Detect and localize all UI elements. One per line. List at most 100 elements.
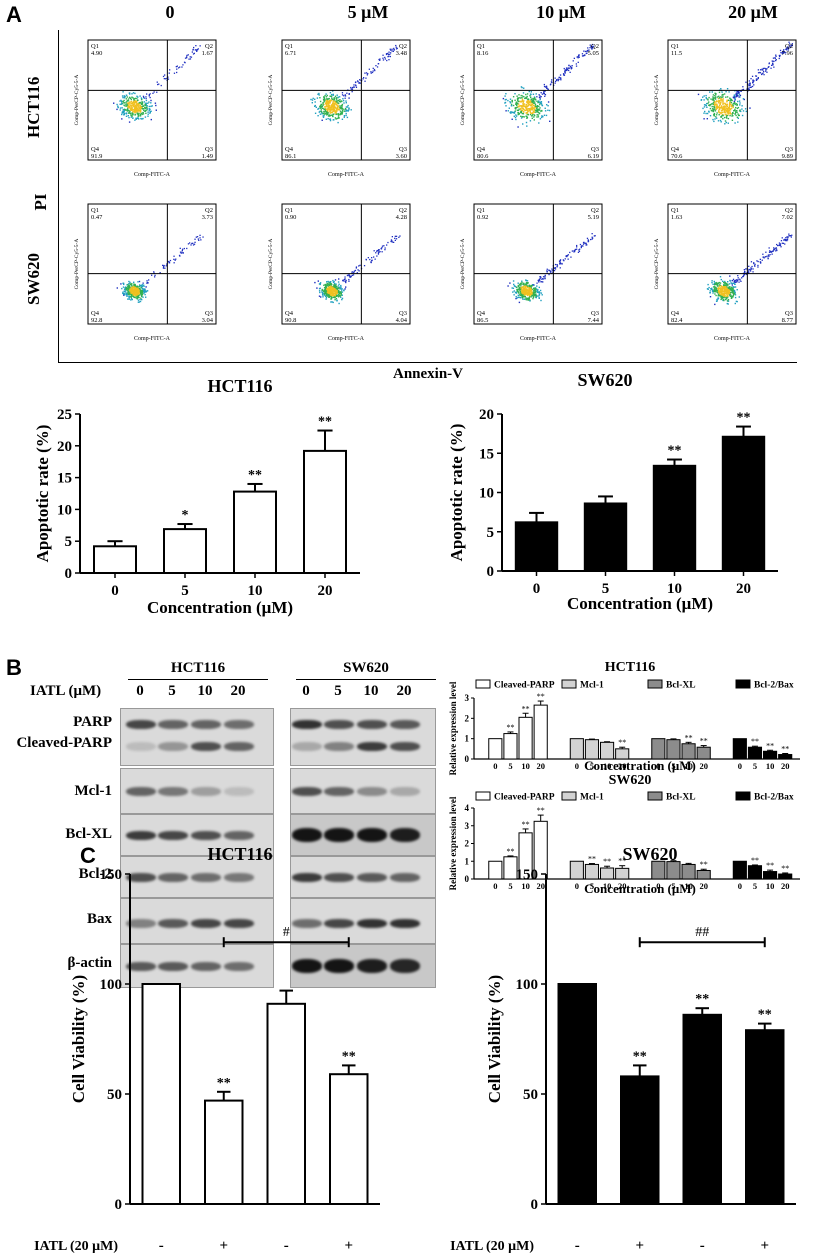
facs-event <box>722 299 724 302</box>
facs-event <box>143 109 145 112</box>
facs-event <box>725 116 728 118</box>
facs-event <box>539 95 541 97</box>
facs-event <box>535 106 537 108</box>
wb-band <box>324 786 354 796</box>
facs-event <box>716 300 718 302</box>
facs-event <box>130 107 132 109</box>
facs-event <box>515 295 517 298</box>
legend-label: Bcl-XL <box>666 793 696 803</box>
facs-event <box>536 107 538 110</box>
facs-event <box>138 289 140 291</box>
facs-event <box>518 113 520 115</box>
facs-event <box>751 265 753 268</box>
facs-event <box>565 67 568 69</box>
facs-event <box>328 294 330 296</box>
facs-event <box>344 97 346 99</box>
facs-event <box>335 109 338 111</box>
x-tick-label: 5 <box>590 881 594 891</box>
facs-event <box>711 108 714 110</box>
facs-event <box>529 111 531 113</box>
facs-event <box>125 101 127 104</box>
facs-event <box>128 290 130 292</box>
facs-event <box>521 109 523 112</box>
facs-event <box>738 281 740 283</box>
facs-event <box>726 105 728 108</box>
significance-mark: ** <box>700 737 708 746</box>
facs-event <box>121 113 123 116</box>
facs-event <box>150 118 152 121</box>
facs-event <box>130 291 132 294</box>
facs-event <box>538 96 541 99</box>
facs-event <box>138 104 140 106</box>
facs-event <box>527 285 529 287</box>
significance-mark: ** <box>618 738 626 747</box>
y-tick-label: 50 <box>523 1087 538 1103</box>
facs-event <box>719 282 722 284</box>
facs-event <box>576 246 578 248</box>
facs-event <box>526 95 528 98</box>
facs-event <box>714 110 717 112</box>
quadrant-name-q2: Q2 <box>785 207 793 214</box>
facs-event <box>784 52 787 54</box>
facs-event <box>373 256 375 258</box>
facs-event <box>518 301 521 304</box>
x-tick-label: 0 <box>575 881 579 891</box>
wb-band <box>292 741 322 751</box>
facs-event <box>573 57 575 59</box>
facs-event <box>334 117 337 119</box>
facs-event <box>757 72 760 74</box>
facs-event <box>330 301 332 303</box>
facs-event <box>319 106 321 108</box>
facs-event <box>536 108 539 110</box>
facs-event <box>162 267 165 269</box>
facs-event <box>566 69 568 72</box>
significance-mark: ** <box>522 820 530 829</box>
facs-event <box>332 93 334 96</box>
facs-event <box>736 116 739 118</box>
facs-event <box>116 287 118 289</box>
facs-event <box>526 289 529 291</box>
facs-event <box>729 103 731 105</box>
facs-event <box>378 249 380 251</box>
panel-label-b: B <box>6 655 22 680</box>
facs-event <box>538 105 540 107</box>
facs-event <box>133 284 135 286</box>
facs-event <box>517 126 519 128</box>
facs-event <box>529 286 532 288</box>
facs-event <box>564 72 566 74</box>
facs-event <box>505 98 507 101</box>
facs-event <box>591 233 593 235</box>
facs-event <box>350 86 352 89</box>
facs-event <box>329 110 331 113</box>
facs-event <box>329 101 331 103</box>
facs-event <box>733 282 735 284</box>
y-tick-label: 150 <box>100 867 123 883</box>
facs-event <box>517 112 520 114</box>
facs-event <box>385 53 388 55</box>
facs-event <box>714 285 716 288</box>
facs-event <box>148 101 150 103</box>
facs-event <box>723 288 725 290</box>
facs-event <box>543 85 546 88</box>
facs-event <box>329 119 332 122</box>
facs-event <box>729 109 732 111</box>
wb-panel-sw620-1 <box>290 768 436 814</box>
facs-event <box>787 236 789 238</box>
facs-event <box>127 285 129 288</box>
facs-event <box>324 94 326 97</box>
facs-event <box>791 234 793 236</box>
facs-event <box>142 105 144 107</box>
facs-event <box>353 270 356 272</box>
facs-event <box>323 284 325 286</box>
facs-event <box>135 111 137 113</box>
facs-event <box>321 289 324 291</box>
facs-event <box>141 106 143 108</box>
facs-event <box>750 86 752 88</box>
facs-event <box>341 103 344 106</box>
facs-event <box>753 80 755 82</box>
facs-event <box>511 111 514 113</box>
facs-event <box>325 96 328 98</box>
facs-event <box>721 109 723 112</box>
facs-event <box>327 115 330 117</box>
facs-event <box>720 121 722 123</box>
